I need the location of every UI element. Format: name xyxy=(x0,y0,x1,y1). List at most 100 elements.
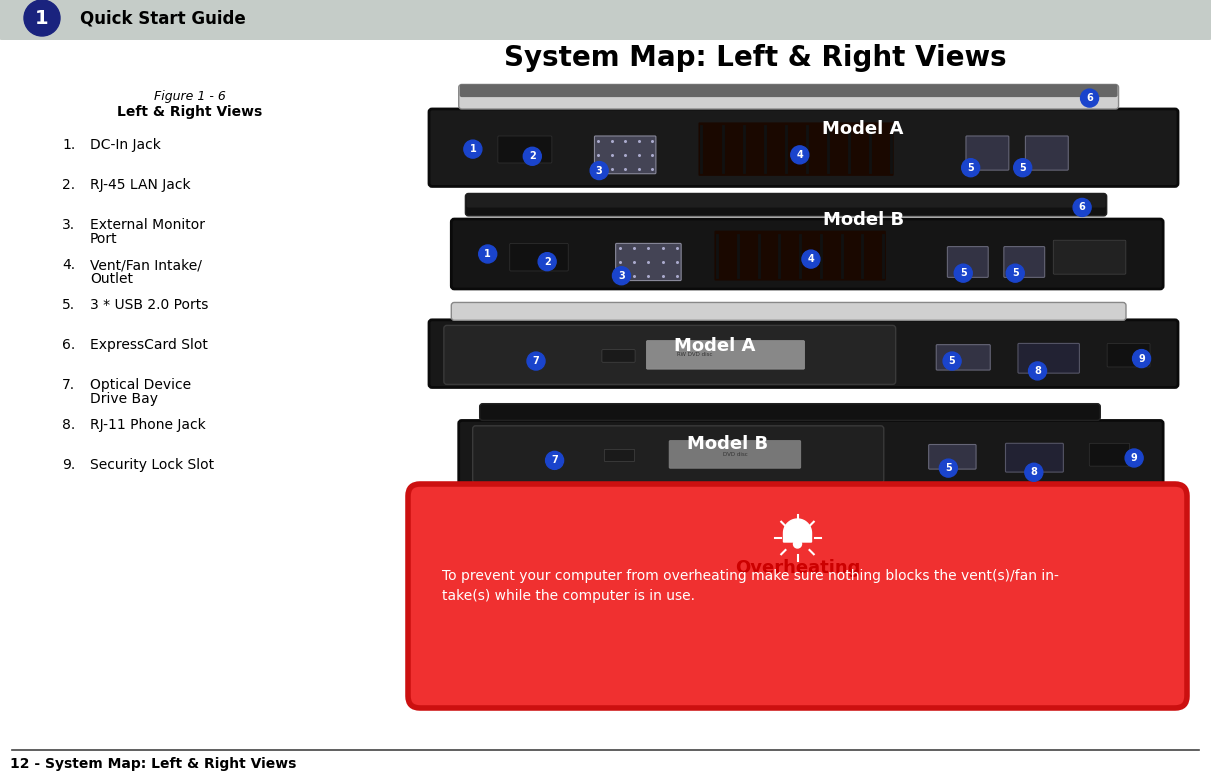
FancyBboxPatch shape xyxy=(466,194,1106,208)
FancyBboxPatch shape xyxy=(699,122,894,176)
Text: 3: 3 xyxy=(618,271,625,281)
Text: 12 - System Map: Left & Right Views: 12 - System Map: Left & Right Views xyxy=(10,757,297,771)
Circle shape xyxy=(1125,449,1143,467)
Circle shape xyxy=(1073,198,1091,216)
FancyBboxPatch shape xyxy=(465,194,1107,216)
Text: 3.: 3. xyxy=(62,218,75,232)
FancyBboxPatch shape xyxy=(472,426,884,483)
Text: Left & Right Views: Left & Right Views xyxy=(117,105,263,119)
FancyBboxPatch shape xyxy=(670,440,800,468)
FancyBboxPatch shape xyxy=(602,349,635,363)
Text: 5: 5 xyxy=(968,163,974,173)
Circle shape xyxy=(940,459,958,477)
Text: 5: 5 xyxy=(945,463,952,473)
FancyBboxPatch shape xyxy=(460,84,1118,97)
Text: 4: 4 xyxy=(797,150,803,159)
FancyBboxPatch shape xyxy=(498,136,552,163)
Text: Optical Device: Optical Device xyxy=(90,378,191,392)
FancyBboxPatch shape xyxy=(1054,240,1126,274)
Circle shape xyxy=(954,265,972,282)
Circle shape xyxy=(1014,159,1032,177)
FancyBboxPatch shape xyxy=(1026,136,1068,170)
Text: System Map: Left & Right Views: System Map: Left & Right Views xyxy=(504,44,1006,72)
Text: Quick Start Guide: Quick Start Guide xyxy=(80,9,246,27)
FancyBboxPatch shape xyxy=(429,109,1178,187)
FancyBboxPatch shape xyxy=(714,230,886,281)
Text: 6: 6 xyxy=(1086,93,1094,103)
FancyBboxPatch shape xyxy=(452,303,1126,321)
Text: ExpressCard Slot: ExpressCard Slot xyxy=(90,338,208,352)
FancyBboxPatch shape xyxy=(929,444,976,469)
Text: 9: 9 xyxy=(1131,453,1137,463)
FancyBboxPatch shape xyxy=(604,450,635,461)
Text: 5: 5 xyxy=(948,356,955,366)
Text: Model B: Model B xyxy=(687,436,768,454)
Text: 5: 5 xyxy=(1020,163,1026,173)
Text: 5: 5 xyxy=(960,268,966,279)
Text: 9: 9 xyxy=(1138,353,1144,363)
Circle shape xyxy=(464,140,482,158)
FancyBboxPatch shape xyxy=(615,244,681,281)
Text: 1: 1 xyxy=(470,144,476,154)
Circle shape xyxy=(793,540,802,548)
Text: To prevent your computer from overheating make sure nothing blocks the vent(s)/f: To prevent your computer from overheatin… xyxy=(442,569,1058,583)
Text: Model A: Model A xyxy=(822,120,903,138)
FancyBboxPatch shape xyxy=(936,345,991,370)
FancyBboxPatch shape xyxy=(1107,343,1150,367)
Text: 7: 7 xyxy=(533,356,539,366)
Polygon shape xyxy=(784,519,811,542)
Text: RW DVD disc: RW DVD disc xyxy=(677,352,712,357)
Text: 3 * USB 2.0 Ports: 3 * USB 2.0 Ports xyxy=(90,298,208,312)
Text: 1.: 1. xyxy=(62,138,75,152)
FancyBboxPatch shape xyxy=(459,420,1163,486)
Text: Vent/Fan Intake/: Vent/Fan Intake/ xyxy=(90,258,202,272)
FancyBboxPatch shape xyxy=(966,136,1009,170)
Text: 4.: 4. xyxy=(62,258,75,272)
Text: 9.: 9. xyxy=(62,458,75,472)
Circle shape xyxy=(791,145,809,164)
Circle shape xyxy=(527,352,545,370)
Text: 4: 4 xyxy=(808,254,814,264)
Text: Drive Bay: Drive Bay xyxy=(90,392,157,406)
Text: 6.: 6. xyxy=(62,338,75,352)
Text: Overheating: Overheating xyxy=(735,559,860,577)
FancyBboxPatch shape xyxy=(459,85,1119,109)
Circle shape xyxy=(1028,362,1046,380)
Text: 7.: 7. xyxy=(62,378,75,392)
Text: Figure 1 - 6: Figure 1 - 6 xyxy=(154,89,226,103)
Text: Security Lock Slot: Security Lock Slot xyxy=(90,458,214,472)
Text: DVD disc: DVD disc xyxy=(723,452,747,457)
FancyBboxPatch shape xyxy=(452,219,1163,289)
Text: 8: 8 xyxy=(1031,468,1038,477)
FancyBboxPatch shape xyxy=(1005,443,1063,472)
Circle shape xyxy=(1006,265,1025,282)
FancyBboxPatch shape xyxy=(510,244,568,271)
Text: External Monitor: External Monitor xyxy=(90,218,205,232)
Circle shape xyxy=(538,253,556,271)
FancyBboxPatch shape xyxy=(429,320,1178,387)
Text: 8: 8 xyxy=(1034,366,1041,376)
Text: 2: 2 xyxy=(529,151,535,161)
FancyBboxPatch shape xyxy=(444,325,896,384)
FancyBboxPatch shape xyxy=(480,404,1101,420)
Text: 5: 5 xyxy=(1012,268,1018,279)
FancyBboxPatch shape xyxy=(0,0,1211,40)
Circle shape xyxy=(613,267,631,285)
Text: RJ-45 LAN Jack: RJ-45 LAN Jack xyxy=(90,178,190,192)
Text: Model B: Model B xyxy=(823,211,905,230)
Text: 2: 2 xyxy=(544,257,551,267)
Circle shape xyxy=(590,162,608,180)
Circle shape xyxy=(478,245,497,263)
Circle shape xyxy=(546,451,563,469)
FancyBboxPatch shape xyxy=(1004,247,1045,278)
Text: Outlet: Outlet xyxy=(90,272,133,286)
Circle shape xyxy=(1080,89,1098,107)
Circle shape xyxy=(1132,349,1150,367)
FancyBboxPatch shape xyxy=(408,484,1187,708)
Text: 5.: 5. xyxy=(62,298,75,312)
Circle shape xyxy=(943,352,962,370)
Text: 7: 7 xyxy=(551,455,558,465)
FancyBboxPatch shape xyxy=(947,247,988,278)
Text: 8.: 8. xyxy=(62,418,75,432)
Text: DC-In Jack: DC-In Jack xyxy=(90,138,161,152)
